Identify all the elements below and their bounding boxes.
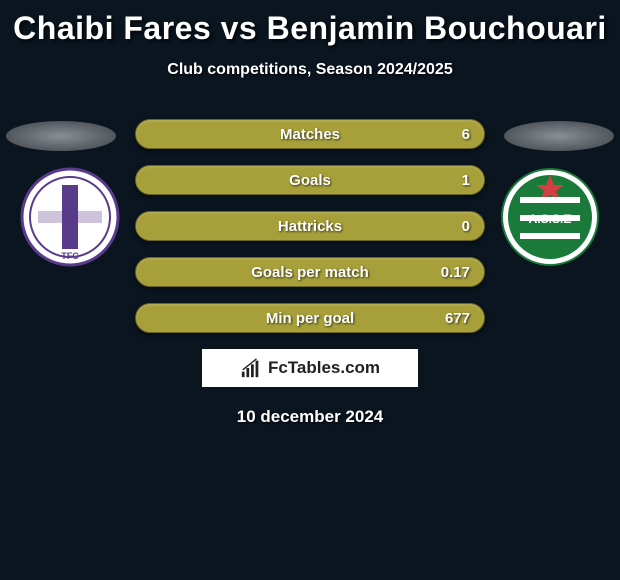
stat-label: Hattricks (278, 218, 342, 235)
club-badge-right: A.S.S.E (500, 167, 600, 267)
stat-label: Min per goal (266, 310, 354, 327)
player-shadow-right (504, 121, 614, 151)
subtitle: Club competitions, Season 2024/2025 (0, 61, 620, 79)
stat-label: Goals (289, 172, 331, 189)
stat-value: 1 (462, 172, 470, 189)
stat-label: Matches (280, 126, 340, 143)
brand-box: FcTables.com (202, 349, 418, 387)
stat-row: Goals 1 (135, 165, 485, 195)
stat-value: 6 (462, 126, 470, 143)
club-badge-left: TFC (20, 167, 120, 267)
comparison-content: TFC A.S.S.E Matches 6 Goals 1 Hattricks … (0, 109, 620, 427)
player-shadow-left (6, 121, 116, 151)
page-title: Chaibi Fares vs Benjamin Bouchouari (0, 0, 620, 47)
svg-text:A.S.S.E: A.S.S.E (529, 212, 572, 226)
brand-label: FcTables.com (268, 358, 380, 378)
stat-row: Min per goal 677 (135, 303, 485, 333)
stat-value: 0.17 (441, 264, 470, 281)
stats-list: Matches 6 Goals 1 Hattricks 0 Goals per … (135, 109, 485, 333)
date-label: 10 december 2024 (0, 407, 620, 427)
svg-text:TFC: TFC (61, 251, 79, 261)
stat-value: 677 (445, 310, 470, 327)
stat-row: Matches 6 (135, 119, 485, 149)
chart-icon (240, 357, 262, 379)
stat-row: Hattricks 0 (135, 211, 485, 241)
stat-label: Goals per match (251, 264, 369, 281)
stat-value: 0 (462, 218, 470, 235)
stat-row: Goals per match 0.17 (135, 257, 485, 287)
